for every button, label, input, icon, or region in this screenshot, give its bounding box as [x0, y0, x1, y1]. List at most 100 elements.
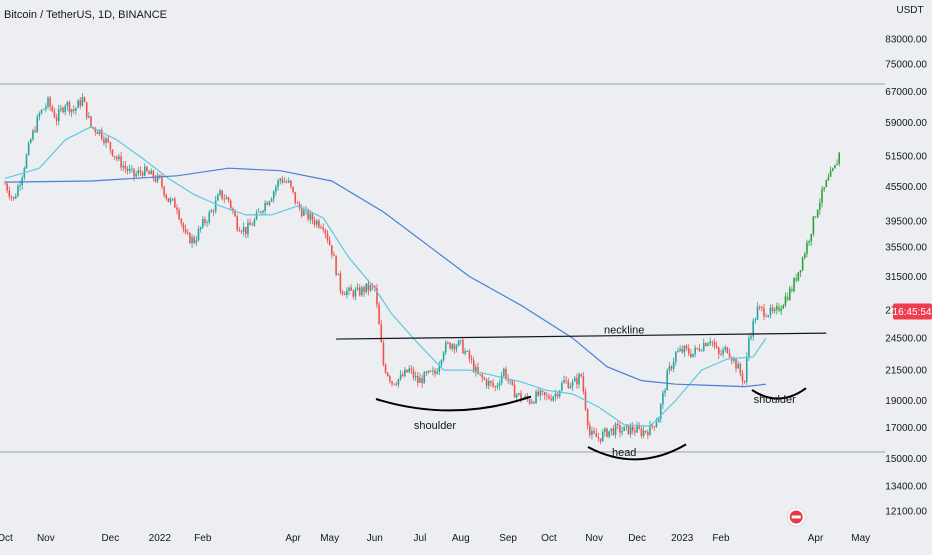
candle-body [457, 340, 460, 346]
y-tick-label: 12100.00 [885, 507, 927, 518]
candle-body [475, 366, 477, 372]
candle-body [444, 342, 447, 353]
y-tick-label: 19000.00 [885, 396, 927, 407]
candle-body [715, 345, 718, 348]
candle-body [505, 368, 507, 379]
candle-body [103, 138, 105, 144]
candle-body [490, 380, 492, 383]
candle-body [318, 220, 320, 228]
candle-body [264, 202, 266, 211]
candle-body [337, 273, 340, 275]
candle-body [139, 170, 142, 173]
x-tick-label: May [851, 533, 870, 544]
candle-body [322, 227, 324, 230]
candle-body [595, 433, 598, 438]
candle-body [178, 210, 180, 219]
candle-body [275, 186, 277, 192]
candle-body [569, 386, 572, 389]
candle-body [352, 290, 355, 297]
candle-body [640, 428, 643, 436]
candle-body [6, 183, 8, 191]
candle-body [208, 212, 211, 223]
candle-body [171, 198, 174, 200]
candle-body [285, 181, 288, 183]
candle-body [694, 347, 696, 354]
candle-body [124, 165, 127, 169]
candle-body [739, 364, 742, 374]
candle-body [53, 111, 56, 118]
candle-body [812, 216, 815, 234]
candle-body [225, 197, 228, 200]
candle-body [143, 166, 146, 176]
candle-body [174, 198, 176, 208]
y-tick-label: 24500.00 [885, 334, 927, 345]
candle-body [726, 347, 729, 354]
candle-body [109, 141, 112, 150]
neckline-line [336, 332, 827, 340]
candle-body [720, 354, 722, 355]
candle-body [692, 353, 694, 357]
candle-body [202, 219, 204, 228]
candle-body [221, 190, 223, 199]
candle-body [47, 97, 49, 107]
y-tick-label: 67000.00 [885, 87, 927, 98]
candle-body [612, 428, 615, 435]
candle-body [83, 97, 86, 103]
y-axis-unit: USDT [896, 5, 923, 16]
x-tick-label: Sep [499, 533, 517, 544]
x-tick-label: Nov [585, 533, 603, 544]
candle-body [204, 219, 206, 223]
candle-body [638, 425, 641, 429]
candle-body [429, 370, 432, 372]
candle-body [563, 380, 565, 384]
candle-body [690, 353, 692, 357]
candle-body [85, 102, 88, 118]
candle-body [401, 374, 404, 377]
candle-body [629, 426, 632, 435]
candle-body [494, 386, 496, 388]
candle-body [804, 253, 806, 258]
candle-body [227, 197, 230, 201]
candle-body [778, 306, 780, 312]
candle-body [73, 109, 75, 111]
candle-body [773, 309, 776, 311]
candle-body [758, 306, 761, 308]
candle-body [395, 384, 398, 386]
candle-body [664, 390, 666, 393]
candle-body [578, 374, 580, 385]
candle-body [838, 152, 840, 164]
candle-body [380, 324, 383, 343]
candle-body [593, 430, 595, 434]
candle-body [98, 129, 101, 135]
candle-body [619, 425, 621, 433]
annotation-label-3: head [612, 447, 636, 459]
candle-body [776, 306, 778, 310]
candle-body [382, 342, 385, 365]
candle-body [128, 168, 131, 172]
candle-body [616, 423, 619, 426]
candle-body [537, 391, 539, 396]
candle-body [795, 278, 797, 281]
candle-body [625, 425, 628, 427]
candle-body [670, 366, 673, 369]
candle-body [303, 210, 305, 216]
candle-body [111, 149, 114, 157]
candle-body [165, 195, 168, 199]
candle-body [292, 186, 294, 192]
y-tick-label: 75000.00 [885, 59, 927, 70]
candle-body [827, 176, 830, 181]
candle-body [247, 222, 249, 235]
candle-body [257, 211, 260, 213]
candle-body [70, 109, 73, 113]
candle-body [167, 198, 170, 203]
candle-body [735, 358, 737, 369]
candle-body [348, 287, 350, 291]
candle-body [496, 385, 499, 388]
candle-body [464, 351, 466, 354]
candle-body [240, 231, 243, 233]
candle-body [754, 319, 757, 321]
candle-body [421, 378, 423, 384]
candle-body [733, 358, 735, 361]
